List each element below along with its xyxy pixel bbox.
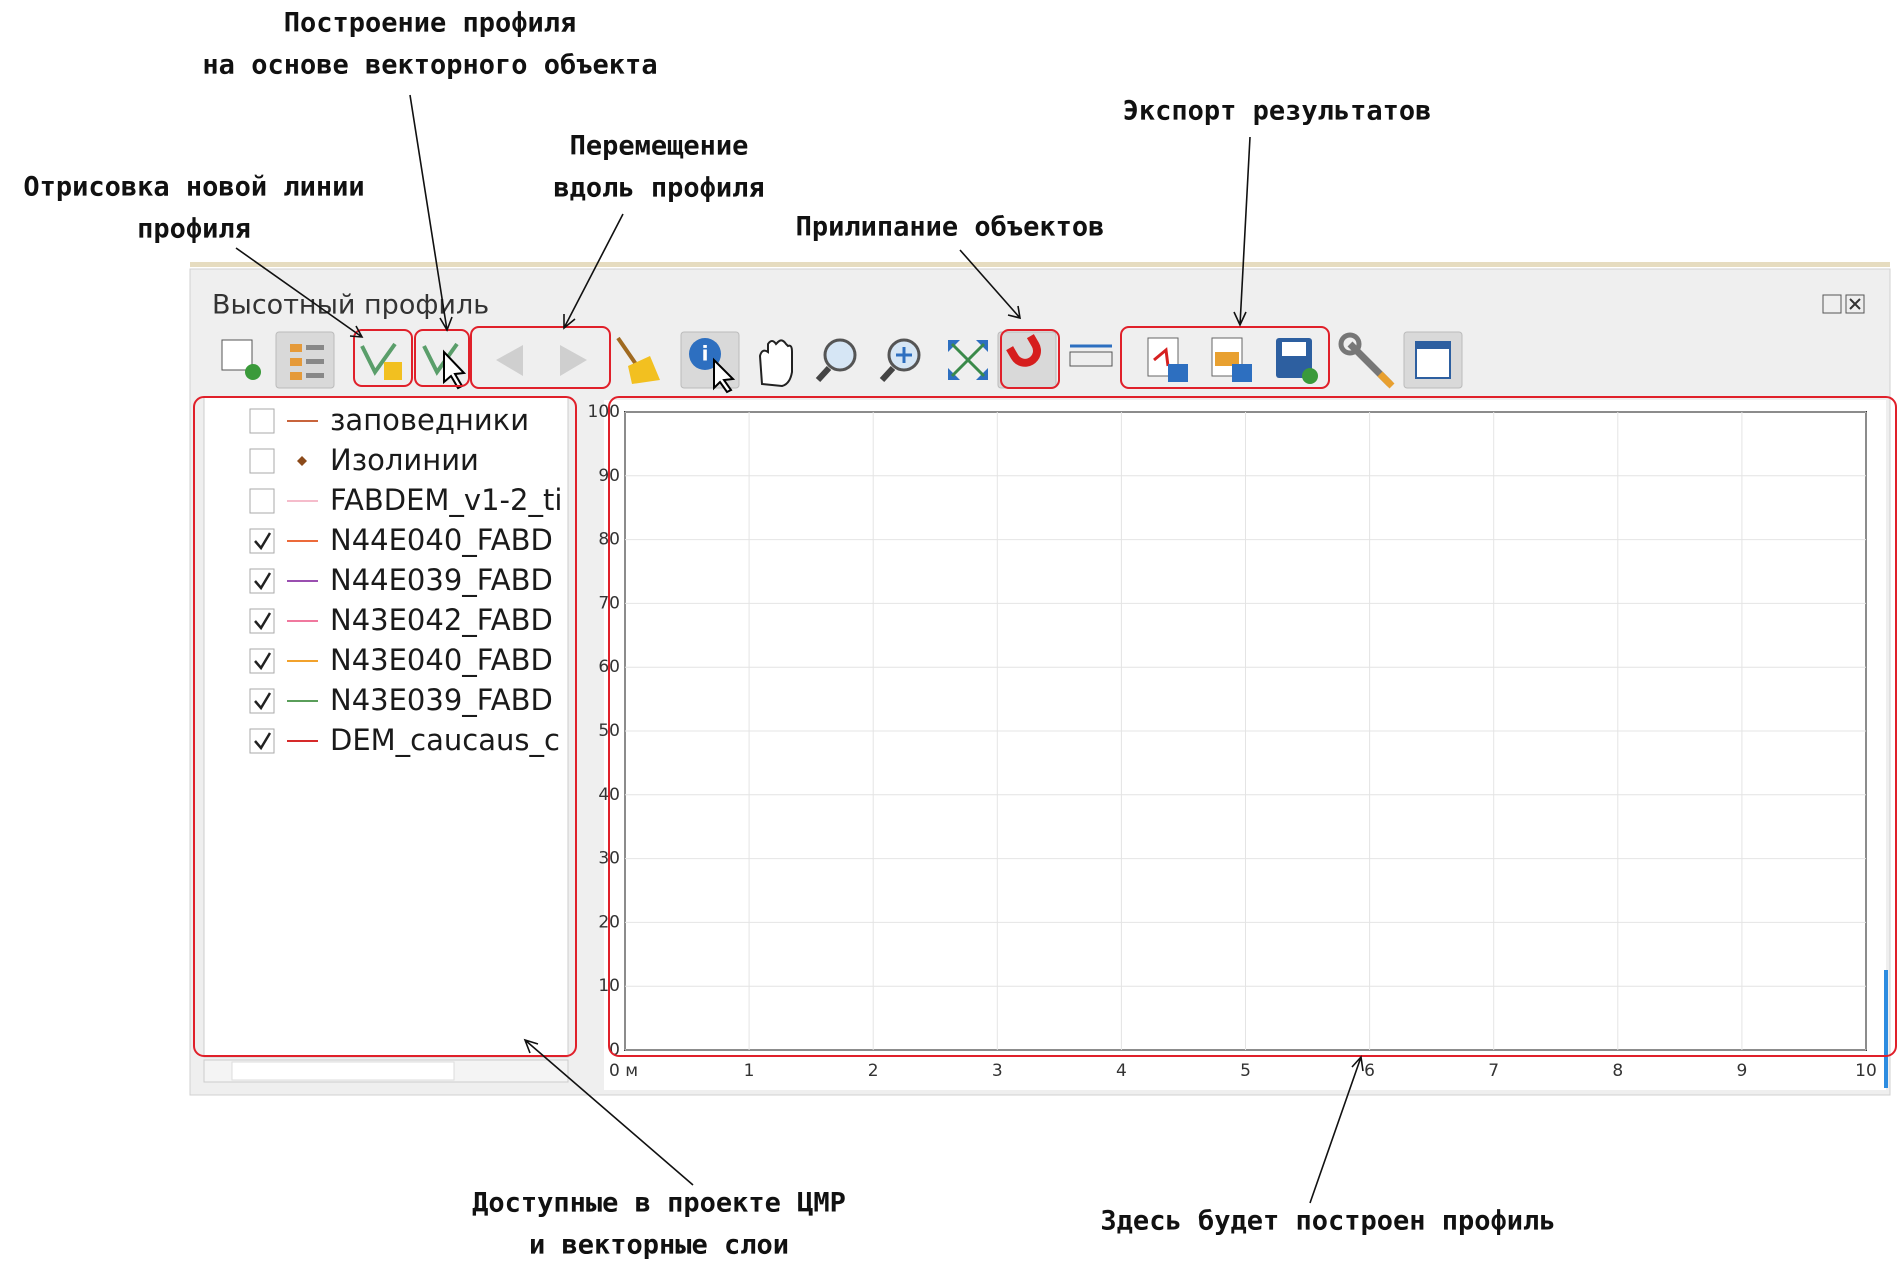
checkbox[interactable] [249, 528, 275, 554]
zoom-extent-button[interactable] [948, 340, 988, 380]
checkbox[interactable] [249, 488, 275, 514]
arrows [235, 94, 1364, 1204]
annotation: Прилипание объектов [796, 212, 1105, 243]
annotation: Здесь будет построен профиль [1100, 1206, 1555, 1237]
toolbar: i [221, 331, 1463, 394]
save-button[interactable] [1276, 338, 1318, 384]
annotation: профиля [137, 214, 251, 245]
x-tick-label: 7 [1488, 1061, 1499, 1081]
x-tick-label: 8 [1612, 1061, 1623, 1081]
annotations: Построение профиля на основе векторного о… [23, 8, 1555, 1261]
check-mark [254, 532, 272, 551]
svg-text:i: i [702, 342, 709, 366]
check-mark [254, 612, 272, 631]
zoom-in-button[interactable] [879, 338, 921, 383]
layer-name: N43E040_FABD [330, 643, 553, 677]
checkbox[interactable] [249, 688, 275, 714]
annotation: на основе векторного объекта [202, 50, 657, 81]
map-strip [190, 262, 1890, 267]
annotation: и векторные слои [529, 1230, 789, 1261]
capture-line-button[interactable] [360, 342, 402, 380]
highlight [608, 396, 1897, 1057]
layer-name: N44E039_FABD [330, 563, 553, 597]
annotation: Перемещение [570, 131, 749, 162]
float-button[interactable] [1822, 294, 1842, 314]
layer-name: DEM_caucaus_c [330, 723, 560, 757]
y-tick-label: 100 [588, 402, 620, 422]
x-tick-label: 9 [1736, 1061, 1747, 1081]
previous-button[interactable] [496, 345, 523, 376]
measure-button[interactable] [1069, 344, 1113, 367]
x-tick-label: 0 м [609, 1061, 638, 1081]
check-mark [254, 732, 272, 751]
check-mark [254, 652, 272, 671]
checkbox[interactable] [249, 568, 275, 594]
checkbox[interactable] [249, 648, 275, 674]
x-tick-label: 2 [868, 1061, 879, 1081]
checkbox[interactable] [249, 448, 275, 474]
checkbox[interactable] [249, 728, 275, 754]
layer-name: N43E042_FABD [330, 603, 553, 637]
check-mark [254, 572, 272, 591]
x-tick-label: 6 [1364, 1061, 1375, 1081]
x-tick-label: 10 [1855, 1061, 1877, 1081]
x-tick-label: 1 [744, 1061, 755, 1081]
panel-title: Высотный профиль [212, 290, 489, 321]
panel-buttons[interactable] [1822, 294, 1865, 314]
check-mark [254, 692, 272, 711]
checkbox[interactable] [249, 408, 275, 434]
highlight [470, 326, 611, 389]
highlight-boxes [193, 326, 1897, 1057]
settings-button[interactable] [1338, 332, 1395, 389]
x-tick-label: 4 [1116, 1061, 1127, 1081]
highlight [1120, 326, 1330, 389]
annotation: Доступные в проекте ЦМР [472, 1188, 846, 1219]
annotation: вдоль профиля [553, 173, 764, 204]
annotation: Отрисовка новой линии [23, 172, 364, 203]
scroll-thumb[interactable] [231, 1061, 455, 1081]
checkbox[interactable] [249, 608, 275, 634]
close-button[interactable] [1845, 294, 1865, 314]
layer-tree-button[interactable] [275, 331, 335, 389]
x-tick-label: 3 [992, 1061, 1003, 1081]
highlight [1000, 329, 1060, 389]
export-pdf-button[interactable] [1147, 337, 1188, 382]
highlight [193, 396, 577, 1057]
layer-name: FABDEM_v1-2_ti [330, 483, 562, 517]
pan-button[interactable] [758, 339, 793, 388]
v-scroll [1884, 970, 1888, 1088]
annotation: Экспорт результатов [1123, 96, 1432, 127]
x-tick-label: 5 [1240, 1061, 1251, 1081]
next-button[interactable] [560, 345, 587, 376]
layer-name: заповедники [330, 403, 529, 437]
layer-name: N44E040_FABD [330, 523, 553, 557]
layer-rows: заповедники Изолинии FABDEM_v1-2_ti N44E040… [249, 403, 562, 757]
layer-name: Изолинии [330, 443, 479, 477]
export-image-button[interactable] [1211, 337, 1252, 382]
add-layer-button[interactable] [221, 339, 253, 371]
layer-symbol [297, 456, 307, 466]
annotation: Построение профиля [284, 8, 577, 39]
add-icon [245, 364, 261, 380]
clear-button[interactable] [616, 336, 660, 384]
highlight [414, 329, 470, 387]
zoom-full-button[interactable] [815, 338, 857, 383]
y-tick-label: 0 [609, 1040, 620, 1060]
layer-name: N43E039_FABD [330, 683, 553, 717]
highlight [353, 329, 413, 387]
